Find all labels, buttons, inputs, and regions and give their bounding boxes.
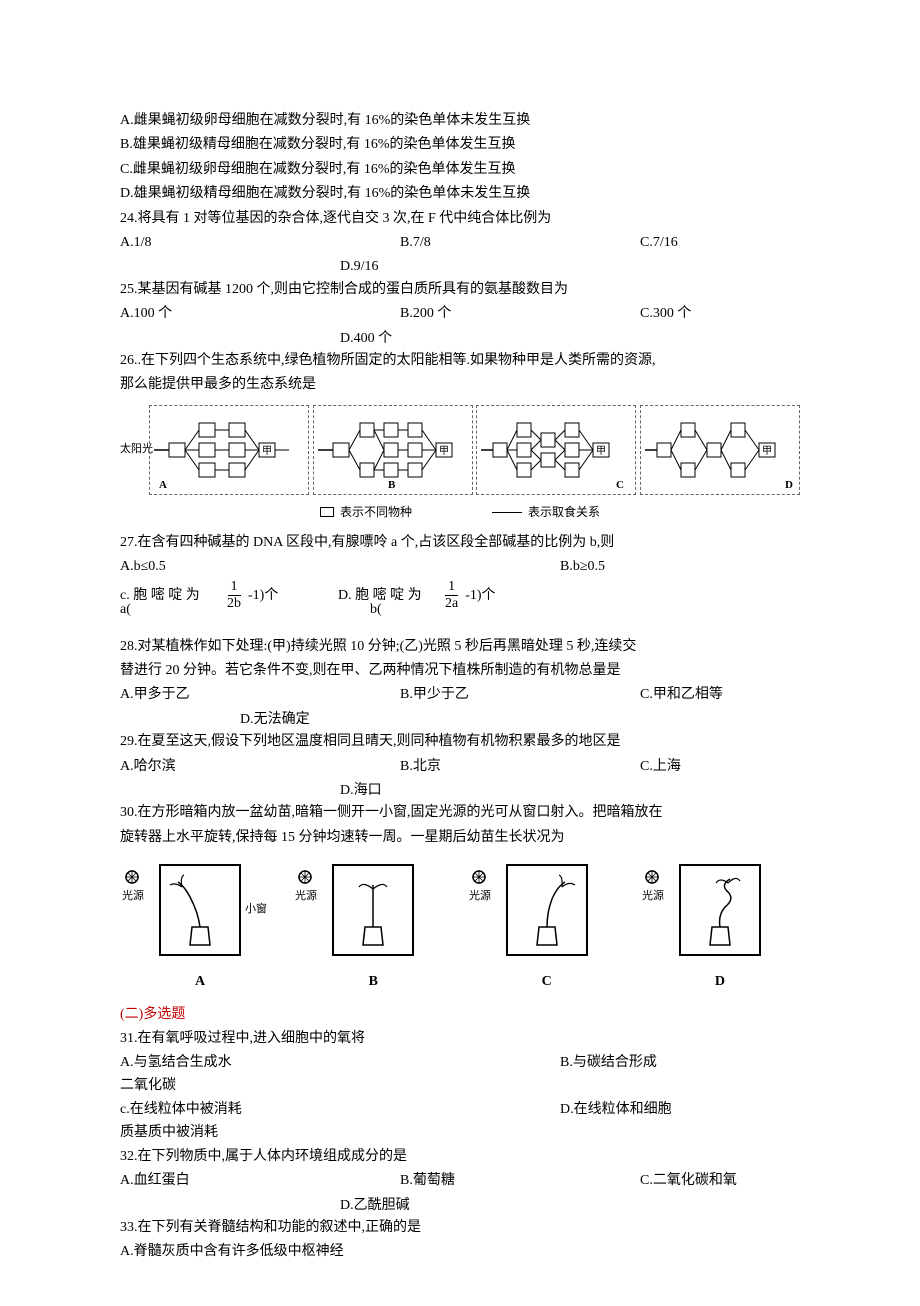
q27-frac-c: 1 2b xyxy=(224,579,244,614)
plant-svg-C: 光源 xyxy=(467,857,627,967)
q28-stem2: 替进行 20 分钟。若它条件不变,则在甲、乙两种情况下植株所制造的有机物总量是 xyxy=(120,660,800,682)
q27-stem: 27.在含有四种碱基的 DNA 区段中,有腺嘌呤 a 个,占该区段全部碱基的比例… xyxy=(120,532,800,554)
q31-D: D.在线粒体和细胞 xyxy=(560,1099,672,1121)
q30-label-B: B xyxy=(293,971,453,993)
q23-optD: D.雄果蝇初级精母细胞在减数分裂时,有 16%的染色单体未发生互换 xyxy=(120,183,800,205)
q31-B2: 二氧化碳 xyxy=(120,1075,800,1097)
q25-stem: 25.某基因有碱基 1200 个,则由它控制合成的蛋白质所具有的氨基酸数目为 xyxy=(120,279,800,301)
section-2-header: (二)多选题 xyxy=(120,1004,800,1026)
q28-D: D.无法确定 xyxy=(120,709,800,731)
q30-stem2: 旋转器上水平旋转,保持每 15 分钟均速转一周。一星期后幼苗生长状况为 xyxy=(120,827,800,849)
q32-D: D.乙酰胆碱 xyxy=(120,1195,800,1217)
q31-B: B.与碳结合形成 xyxy=(560,1052,657,1074)
q26-diagrams: 太阳光 甲 A xyxy=(120,405,800,495)
q32-A: A.血红蛋白 xyxy=(120,1170,400,1192)
plant-svg-B: 光源 xyxy=(293,857,453,967)
plant-panel-A: 光源 小窗 xyxy=(120,857,280,967)
q27-D-suffix: -1)个 xyxy=(465,585,495,607)
q25-C: C.300 个 xyxy=(640,303,800,325)
q33-A: A.脊髓灰质中含有许多低级中枢神经 xyxy=(120,1241,800,1263)
q27-A: A.b≤0.5 xyxy=(120,556,560,578)
svg-text:C: C xyxy=(616,479,624,490)
q24-C: C.7/16 xyxy=(640,232,800,254)
q32-B: B.葡萄糖 xyxy=(400,1170,640,1192)
q29-B: B.北京 xyxy=(400,756,640,778)
q24-B: B.7/8 xyxy=(400,232,640,254)
q31-A: A.与氢结合生成水 xyxy=(120,1052,560,1074)
svg-text:光源: 光源 xyxy=(469,888,491,902)
q30-label-A: A xyxy=(120,971,280,993)
legend-box-icon xyxy=(320,507,334,517)
q29-A: A.哈尔滨 xyxy=(120,756,400,778)
eco-panel-D: 甲 D xyxy=(640,405,800,495)
svg-text:甲: 甲 xyxy=(596,446,606,457)
q26-legend: 表示不同物种 表示取食关系 xyxy=(120,503,800,522)
svg-text:B: B xyxy=(388,479,396,490)
eco-svg-D: 甲 D xyxy=(645,410,795,490)
q28-C: C.甲和乙相等 xyxy=(640,684,800,706)
svg-text:光源: 光源 xyxy=(295,888,317,902)
eco-panel-B: 甲 B xyxy=(313,405,473,495)
legend-species: 表示不同物种 xyxy=(340,503,412,522)
q32-C: C.二氧化碳和氧 xyxy=(640,1170,800,1192)
q29-stem: 29.在夏至这天,假设下列地区温度相同且晴天,则同种植物有机物积累最多的地区是 xyxy=(120,731,800,753)
q24-A: A.1/8 xyxy=(120,232,400,254)
q32-stem: 32.在下列物质中,属于人体内环境组成成分的是 xyxy=(120,1146,800,1168)
svg-text:甲: 甲 xyxy=(762,446,772,457)
q27-C-suffix: -1)个 xyxy=(248,585,298,607)
svg-text:D: D xyxy=(785,479,793,490)
q23-optC: C.雌果蝇初级卵母细胞在减数分裂时,有 16%的染色单体发生互换 xyxy=(120,159,800,181)
legend-feeding: 表示取食关系 xyxy=(528,503,600,522)
eco-svg-A: 甲 A xyxy=(154,410,304,490)
q29-D: D.海口 xyxy=(120,780,800,802)
svg-text:甲: 甲 xyxy=(262,446,272,457)
plant-panel-D: 光源 xyxy=(640,857,800,967)
q30-label-C: C xyxy=(467,971,627,993)
q30-label-D: D xyxy=(640,971,800,993)
eco-panel-A: 甲 A xyxy=(149,405,309,495)
q30-stem1: 30.在方形暗箱内放一盆幼苗,暗箱一侧开一小窗,固定光源的光可从窗口射入。把暗箱… xyxy=(120,802,800,824)
q23-optB: B.雄果蝇初级精母细胞在减数分裂时,有 16%的染色单体发生互换 xyxy=(120,134,800,156)
q28-A: A.甲多于乙 xyxy=(120,684,400,706)
eco-svg-B: 甲 B xyxy=(318,410,468,490)
plant-svg-A: 光源 小窗 xyxy=(120,857,280,967)
svg-text:A: A xyxy=(159,479,167,490)
q24-D: D.9/16 xyxy=(120,256,800,278)
q25-B: B.200 个 xyxy=(400,303,640,325)
q28-stem1: 28.对某植株作如下处理:(甲)持续光照 10 分钟;(乙)光照 5 秒后再黑暗… xyxy=(120,636,800,658)
legend-line-icon xyxy=(492,512,522,513)
plant-svg-D: 光源 xyxy=(640,857,800,967)
q31-D2: 质基质中被消耗 xyxy=(120,1122,800,1144)
q30-labels: A B C D xyxy=(120,971,800,993)
svg-text:光源: 光源 xyxy=(122,888,144,902)
q27-B: B.b≥0.5 xyxy=(560,556,605,578)
svg-text:小窗: 小窗 xyxy=(245,901,267,915)
q30-diagrams: 光源 小窗 光源 光源 xyxy=(120,857,800,967)
q23-optA: A.雌果蝇初级卵母细胞在减数分裂时,有 16%的染色单体未发生互换 xyxy=(120,110,800,132)
q28-B: B.甲少于乙 xyxy=(400,684,640,706)
q25-D: D.400 个 xyxy=(120,328,800,350)
plant-panel-B: 光源 xyxy=(293,857,453,967)
q31-stem: 31.在有氧呼吸过程中,进入细胞中的氧将 xyxy=(120,1028,800,1050)
q27-D-prefix: b( xyxy=(370,599,390,621)
q25-A: A.100 个 xyxy=(120,303,400,325)
svg-text:光源: 光源 xyxy=(642,888,664,902)
svg-text:甲: 甲 xyxy=(439,446,449,457)
q26-stem2: 那么能提供甲最多的生态系统是 xyxy=(120,374,800,396)
q33-stem: 33.在下列有关脊髓结构和功能的叙述中,正确的是 xyxy=(120,1217,800,1239)
eco-svg-C: 甲 C xyxy=(481,410,631,490)
plant-panel-C: 光源 xyxy=(467,857,627,967)
q27-C-prefix: a( xyxy=(120,599,140,621)
q24-stem: 24.将具有 1 对等位基因的杂合体,逐代自交 3 次,在 F 代中纯合体比例为 xyxy=(120,208,800,230)
q31-C: c.在线粒体中被消耗 xyxy=(120,1099,560,1121)
q29-C: C.上海 xyxy=(640,756,800,778)
q27-frac-d: 1 2a xyxy=(442,579,461,614)
eco-panel-C: 甲 C xyxy=(476,405,636,495)
q26-stem1: 26..在下列四个生态系统中,绿色植物所固定的太阳能相等.如果物种甲是人类所需的… xyxy=(120,350,800,372)
